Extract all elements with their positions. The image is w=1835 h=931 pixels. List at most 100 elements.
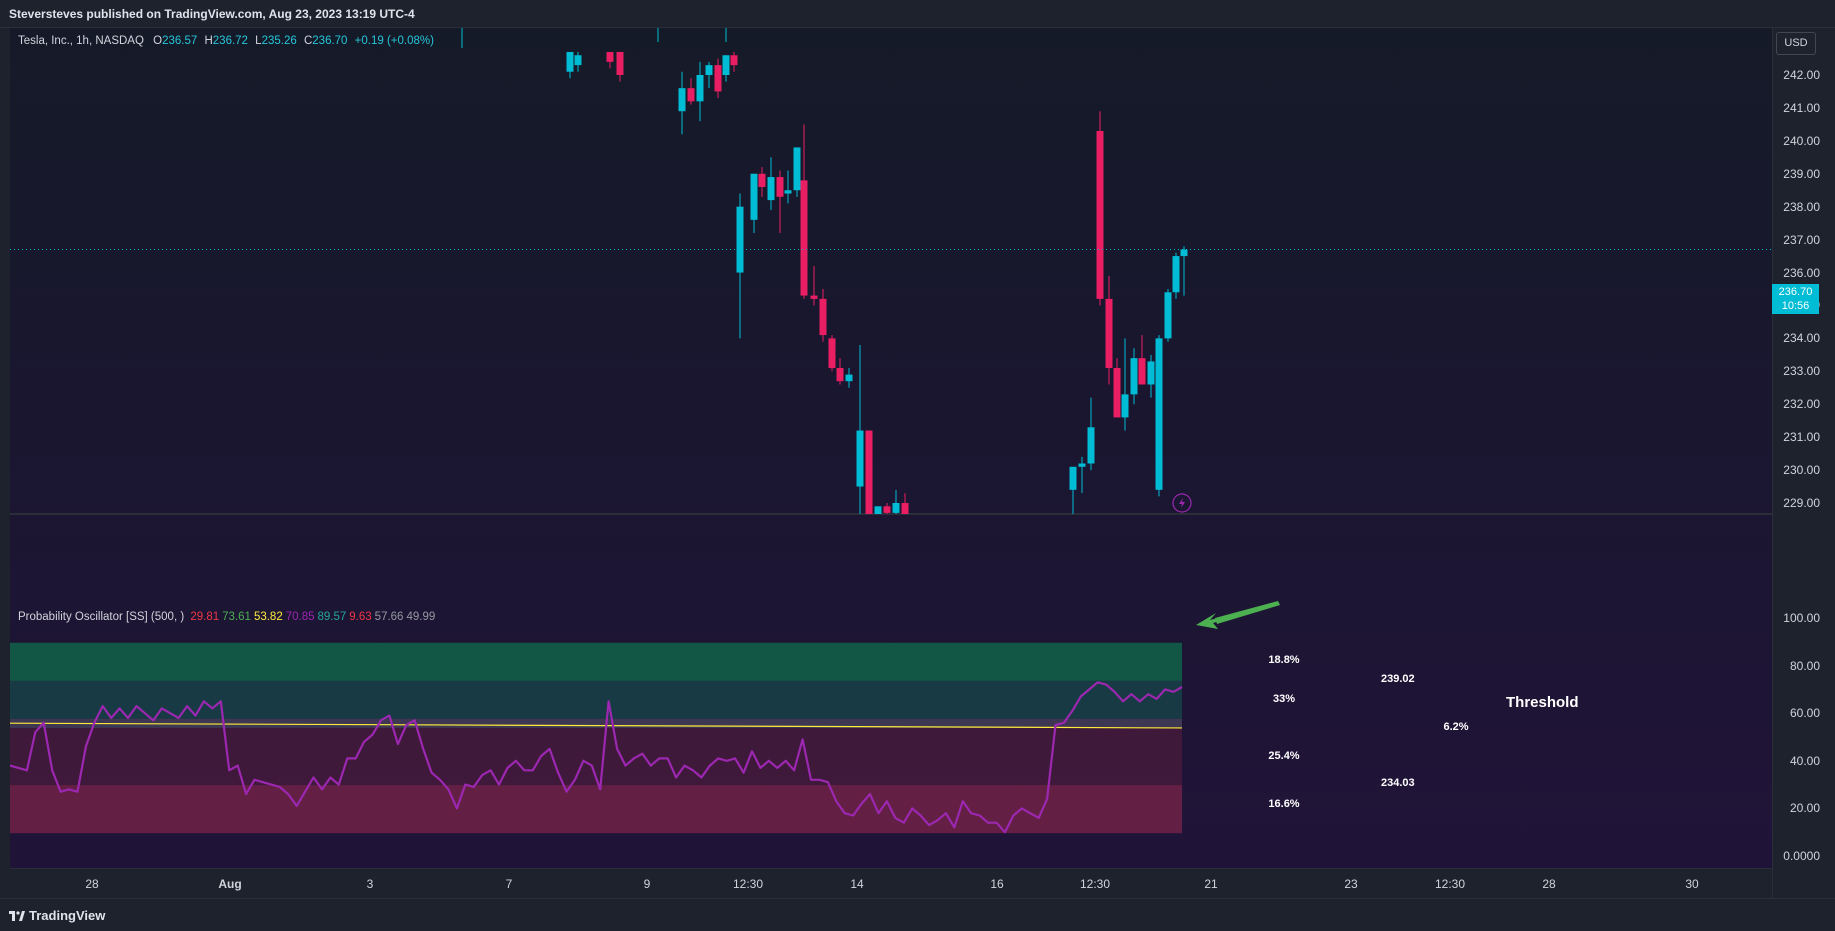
time-axis-label: 16 [990,877,1004,891]
price-axis-label: 239.00 [1783,166,1820,181]
candle-body[interactable] [687,88,695,102]
price-axis-label: 238.00 [1783,199,1820,214]
candle-body[interactable] [566,51,574,72]
chart-area[interactable] [10,28,1772,898]
oscillator-name[interactable]: Probability Oscillator [SS] (500, ) [18,611,185,623]
price-axis-label: 242.00 [1783,68,1820,82]
price-axis-label: 237.00 [1783,232,1820,247]
band-percentage-label: 18.8% [1268,654,1300,666]
time-axis-label: 12:30 [1079,877,1111,891]
candle-body[interactable] [736,206,744,273]
candle-body[interactable] [714,65,722,92]
band-upper [10,680,1182,719]
currency-button[interactable]: USD [1776,32,1816,55]
candle-body[interactable] [901,503,909,514]
candle-body[interactable] [696,75,704,102]
lightning-icon-glyph [1179,498,1185,508]
lightning-icon[interactable] [1172,493,1192,513]
candle-body[interactable] [856,430,864,487]
chart-canvas[interactable] [10,28,1772,898]
candle-body[interactable] [828,338,836,369]
oscillator-values: 29.81 73.61 53.82 70.85 89.57 9.63 57.66 49.99 [187,611,435,623]
candle-body[interactable] [722,55,730,75]
oscillator-value: 49.99 [406,611,436,623]
candle-body[interactable] [1105,298,1113,369]
candle-body[interactable] [1113,368,1121,418]
time-axis-label: Aug [218,877,242,891]
candle-body[interactable] [1087,427,1095,464]
oscillator-legend[interactable]: Probability Oscillator [SS] (500, ) 29.8… [18,611,435,623]
oscillator-axis-label: 100.00 [1783,611,1820,625]
oscillator-line[interactable] [10,681,1183,834]
price-axis-label: 240.00 [1783,133,1820,148]
candle-body[interactable] [767,177,775,201]
candle-body[interactable] [705,65,713,75]
tradingview-icon [9,910,25,921]
last-price-value: 236.70 [1778,286,1813,298]
candle-body[interactable] [1138,358,1146,385]
candle-body[interactable] [776,177,784,197]
candle-body[interactable] [730,55,738,66]
price-axis-label: 230.00 [1783,463,1820,478]
candle-body[interactable] [616,51,624,75]
candle-body[interactable] [1147,361,1155,385]
oscillator-value: 73.61 [222,611,251,623]
bar-countdown: 10:56 [1781,300,1810,312]
price-axis-label: 241.00 [1783,100,1820,115]
price-axis-label: 232.00 [1783,397,1820,412]
band-percentage-label: 25.4% [1268,750,1300,762]
last-price-tag: 236.70 10:56 [1772,284,1819,314]
price-axis[interactable]: 242.00 241.00 240.00 239.00 238.00 237.00 236.… [1772,28,1835,898]
candle-body[interactable] [800,180,808,296]
price-axis-label: 234.00 [1783,331,1820,346]
candle-body[interactable] [793,147,801,191]
time-axis[interactable]: 28 Aug 3 7 9 12:30 14 16 12:30 21 23 12:30 28 30 [10,868,1772,898]
candle-body[interactable] [784,190,792,194]
candle-body[interactable] [845,374,853,382]
candle-body[interactable] [865,430,873,514]
band-bottom [10,785,1182,834]
time-axis-label: 21 [1204,877,1218,891]
candle-body[interactable] [758,173,766,187]
oscillator-value: 57.66 [374,611,404,623]
low-value: 235.26 [261,35,297,47]
candle-body[interactable] [606,51,614,62]
band-percentage-label: 33% [1272,693,1296,705]
oscillator-value: 9.63 [349,611,372,623]
publish-header: Steversteves published on TradingView.co… [0,0,1835,28]
candle-body[interactable] [892,503,900,513]
band-mid-high [10,718,1182,728]
candle-body[interactable] [574,55,582,66]
candle-body[interactable] [874,506,882,514]
candle-body[interactable] [810,295,818,299]
candle-body[interactable] [1130,358,1138,395]
oscillator-axis-label: 40.00 [1789,753,1820,768]
candle-body[interactable] [750,173,758,220]
candle-body[interactable] [1164,292,1172,339]
candle-body[interactable] [1121,394,1129,418]
candle-body[interactable] [1172,256,1180,293]
high-value: 236.72 [212,35,248,47]
candle-body[interactable] [1096,130,1104,299]
candle-body[interactable] [836,368,844,382]
candle-body[interactable] [1069,466,1077,490]
time-axis-label: 3 [366,877,374,891]
oscillator-axis-label: 60.00 [1789,706,1820,721]
tradingview-logo[interactable]: TradingView [9,908,105,923]
projected-price-label: 234.03 [1381,777,1415,789]
oscillator-axis-label: 20.00 [1789,801,1820,816]
price-legend[interactable]: Tesla, Inc., 1h, NASDAQ O236.57 H236.72 … [18,35,434,47]
time-axis-label: 30 [1685,877,1699,891]
candle-body[interactable] [819,298,827,336]
oscillator-value: 89.57 [317,611,347,623]
arrow-icon [1196,603,1278,629]
candle-body[interactable] [1180,249,1188,257]
time-axis-label: 14 [850,877,864,891]
candle-body[interactable] [678,88,686,112]
symbol-label[interactable]: Tesla, Inc., 1h, NASDAQ [18,35,144,47]
candle-body[interactable] [883,506,891,513]
candle-body[interactable] [1155,338,1163,490]
time-axis-label: 23 [1344,877,1358,891]
footer: TradingView [0,898,1835,931]
candle-body[interactable] [1078,463,1086,467]
